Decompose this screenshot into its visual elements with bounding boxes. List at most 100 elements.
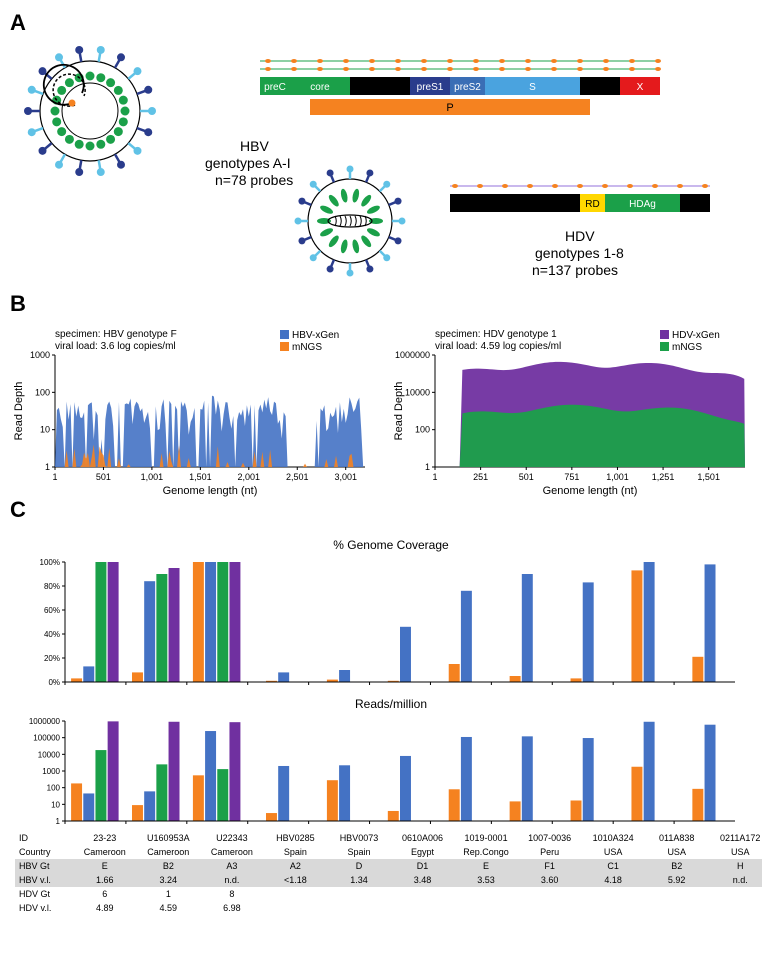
panel-a-label: A bbox=[10, 10, 762, 36]
table-cell bbox=[708, 901, 762, 915]
svg-text:1000: 1000 bbox=[42, 767, 60, 776]
table-cell: H bbox=[708, 859, 762, 873]
table-cell: Spain bbox=[264, 845, 328, 859]
table-row-label: HBV v.l. bbox=[15, 873, 73, 887]
table-cell: 1019-0001 bbox=[454, 831, 518, 845]
table-cell: 3.60 bbox=[518, 873, 582, 887]
svg-text:1: 1 bbox=[45, 462, 50, 472]
chart-c2-title: Reads/million bbox=[10, 697, 762, 711]
svg-text:10000: 10000 bbox=[405, 387, 430, 397]
table-cell: Rep.Congo bbox=[454, 845, 518, 859]
svg-text:1,001: 1,001 bbox=[141, 472, 164, 482]
table-cell: D bbox=[327, 859, 391, 873]
table-cell bbox=[518, 901, 582, 915]
panel-a: preCcorepreS1preS2SXP HBV genotypes A-I … bbox=[10, 41, 762, 291]
table-cell bbox=[327, 901, 391, 915]
svg-text:1: 1 bbox=[432, 472, 437, 482]
table-cell: n.d. bbox=[200, 873, 264, 887]
svg-text:1000000: 1000000 bbox=[29, 717, 61, 726]
table-cell: Peru bbox=[518, 845, 582, 859]
svg-text:80%: 80% bbox=[44, 582, 60, 591]
svg-text:S: S bbox=[529, 82, 536, 93]
svg-text:core: core bbox=[310, 82, 330, 93]
svg-text:251: 251 bbox=[473, 472, 488, 482]
panel-b-label: B bbox=[10, 291, 762, 317]
table-cell: Cameroon bbox=[137, 845, 201, 859]
svg-text:1: 1 bbox=[56, 817, 61, 826]
table-cell: C1 bbox=[581, 859, 645, 873]
svg-text:Read Depth: Read Depth bbox=[393, 382, 405, 441]
table-row: ID23-23U160953AU22343HBV0285HBV00730610A… bbox=[15, 831, 762, 845]
svg-text:HDV-xGen: HDV-xGen bbox=[672, 330, 720, 341]
svg-text:Read Depth: Read Depth bbox=[13, 382, 25, 441]
table-row-label: ID bbox=[15, 831, 73, 845]
panel-c-label: C bbox=[10, 497, 762, 523]
table-cell: Cameroon bbox=[73, 845, 137, 859]
hdv-title-2: genotypes 1-8 bbox=[535, 245, 624, 261]
table-row: HBV GtEB2A3A2DD1EF1C1B2H bbox=[15, 859, 762, 873]
table-row-label: HDV v.l. bbox=[15, 901, 73, 915]
svg-text:100%: 100% bbox=[40, 558, 60, 567]
table-cell: 1.66 bbox=[73, 873, 137, 887]
svg-text:mNGS: mNGS bbox=[292, 342, 322, 353]
svg-text:viral load: 4.59 log copies/ml: viral load: 4.59 log copies/ml bbox=[435, 341, 561, 352]
panel-c-chart-coverage: 0%20%40%60%80%100% bbox=[10, 557, 740, 687]
svg-text:mNGS: mNGS bbox=[672, 342, 702, 353]
svg-text:100: 100 bbox=[47, 784, 61, 793]
svg-text:40%: 40% bbox=[44, 630, 60, 639]
table-row-label: HDV Gt bbox=[15, 887, 73, 901]
svg-text:P: P bbox=[446, 102, 453, 114]
table-row-label: Country bbox=[15, 845, 73, 859]
table-cell: 8 bbox=[200, 887, 264, 901]
table-row: CountryCameroonCameroonCameroonSpainSpai… bbox=[15, 845, 762, 859]
table-cell: Egypt bbox=[391, 845, 455, 859]
svg-text:specimen: HBV genotype F: specimen: HBV genotype F bbox=[55, 329, 177, 340]
table-cell bbox=[645, 901, 709, 915]
table-cell: 1 bbox=[137, 887, 201, 901]
svg-text:100000: 100000 bbox=[33, 734, 60, 743]
panel-b: specimen: HBV genotype Fviral load: 3.6 … bbox=[10, 327, 762, 497]
svg-text:1: 1 bbox=[425, 462, 430, 472]
table-row: HBV v.l.1.663.24n.d.<1.181.343.483.533.6… bbox=[15, 873, 762, 887]
table-cell bbox=[391, 901, 455, 915]
table-cell: 4.59 bbox=[137, 901, 201, 915]
table-cell: Spain bbox=[327, 845, 391, 859]
table-cell bbox=[391, 887, 455, 901]
table-cell: 0610A006 bbox=[391, 831, 455, 845]
table-cell: USA bbox=[581, 845, 645, 859]
table-cell: n.d. bbox=[708, 873, 762, 887]
table-row-label: HBV Gt bbox=[15, 859, 73, 873]
table-cell: USA bbox=[708, 845, 762, 859]
table-cell: 5.92 bbox=[645, 873, 709, 887]
table-cell: 1010A324 bbox=[581, 831, 645, 845]
panel-b-chart-left: specimen: HBV genotype Fviral load: 3.6 … bbox=[10, 327, 370, 497]
svg-text:2,001: 2,001 bbox=[238, 472, 261, 482]
table-cell: F1 bbox=[518, 859, 582, 873]
table-row: HDV Gt618 bbox=[15, 887, 762, 901]
svg-text:specimen: HDV genotype 1: specimen: HDV genotype 1 bbox=[435, 329, 557, 340]
table-cell: D1 bbox=[391, 859, 455, 873]
svg-text:10: 10 bbox=[40, 425, 50, 435]
table-cell: 3.48 bbox=[391, 873, 455, 887]
svg-text:501: 501 bbox=[519, 472, 534, 482]
svg-text:RD: RD bbox=[585, 199, 599, 210]
table-cell bbox=[581, 901, 645, 915]
panel-c-table: ID23-23U160953AU22343HBV0285HBV00730610A… bbox=[10, 831, 762, 915]
table-cell bbox=[264, 901, 328, 915]
table-cell: 4.89 bbox=[73, 901, 137, 915]
panel-a-svg: preCcorepreS1preS2SXP HBV genotypes A-I … bbox=[10, 41, 750, 291]
table-cell: 011A838 bbox=[645, 831, 709, 845]
table-cell: HBV0285 bbox=[264, 831, 328, 845]
svg-text:1,251: 1,251 bbox=[652, 472, 675, 482]
table-row: HDV v.l.4.894.596.98 bbox=[15, 901, 762, 915]
table-cell: U160953A bbox=[137, 831, 201, 845]
table-cell bbox=[454, 901, 518, 915]
panel-b-chart-right: specimen: HDV genotype 1viral load: 4.59… bbox=[390, 327, 750, 497]
table-cell bbox=[581, 887, 645, 901]
table-cell bbox=[708, 887, 762, 901]
table-cell bbox=[645, 887, 709, 901]
svg-text:501: 501 bbox=[96, 472, 111, 482]
table-cell: A3 bbox=[200, 859, 264, 873]
table-cell: HBV0073 bbox=[327, 831, 391, 845]
table-cell: USA bbox=[645, 845, 709, 859]
